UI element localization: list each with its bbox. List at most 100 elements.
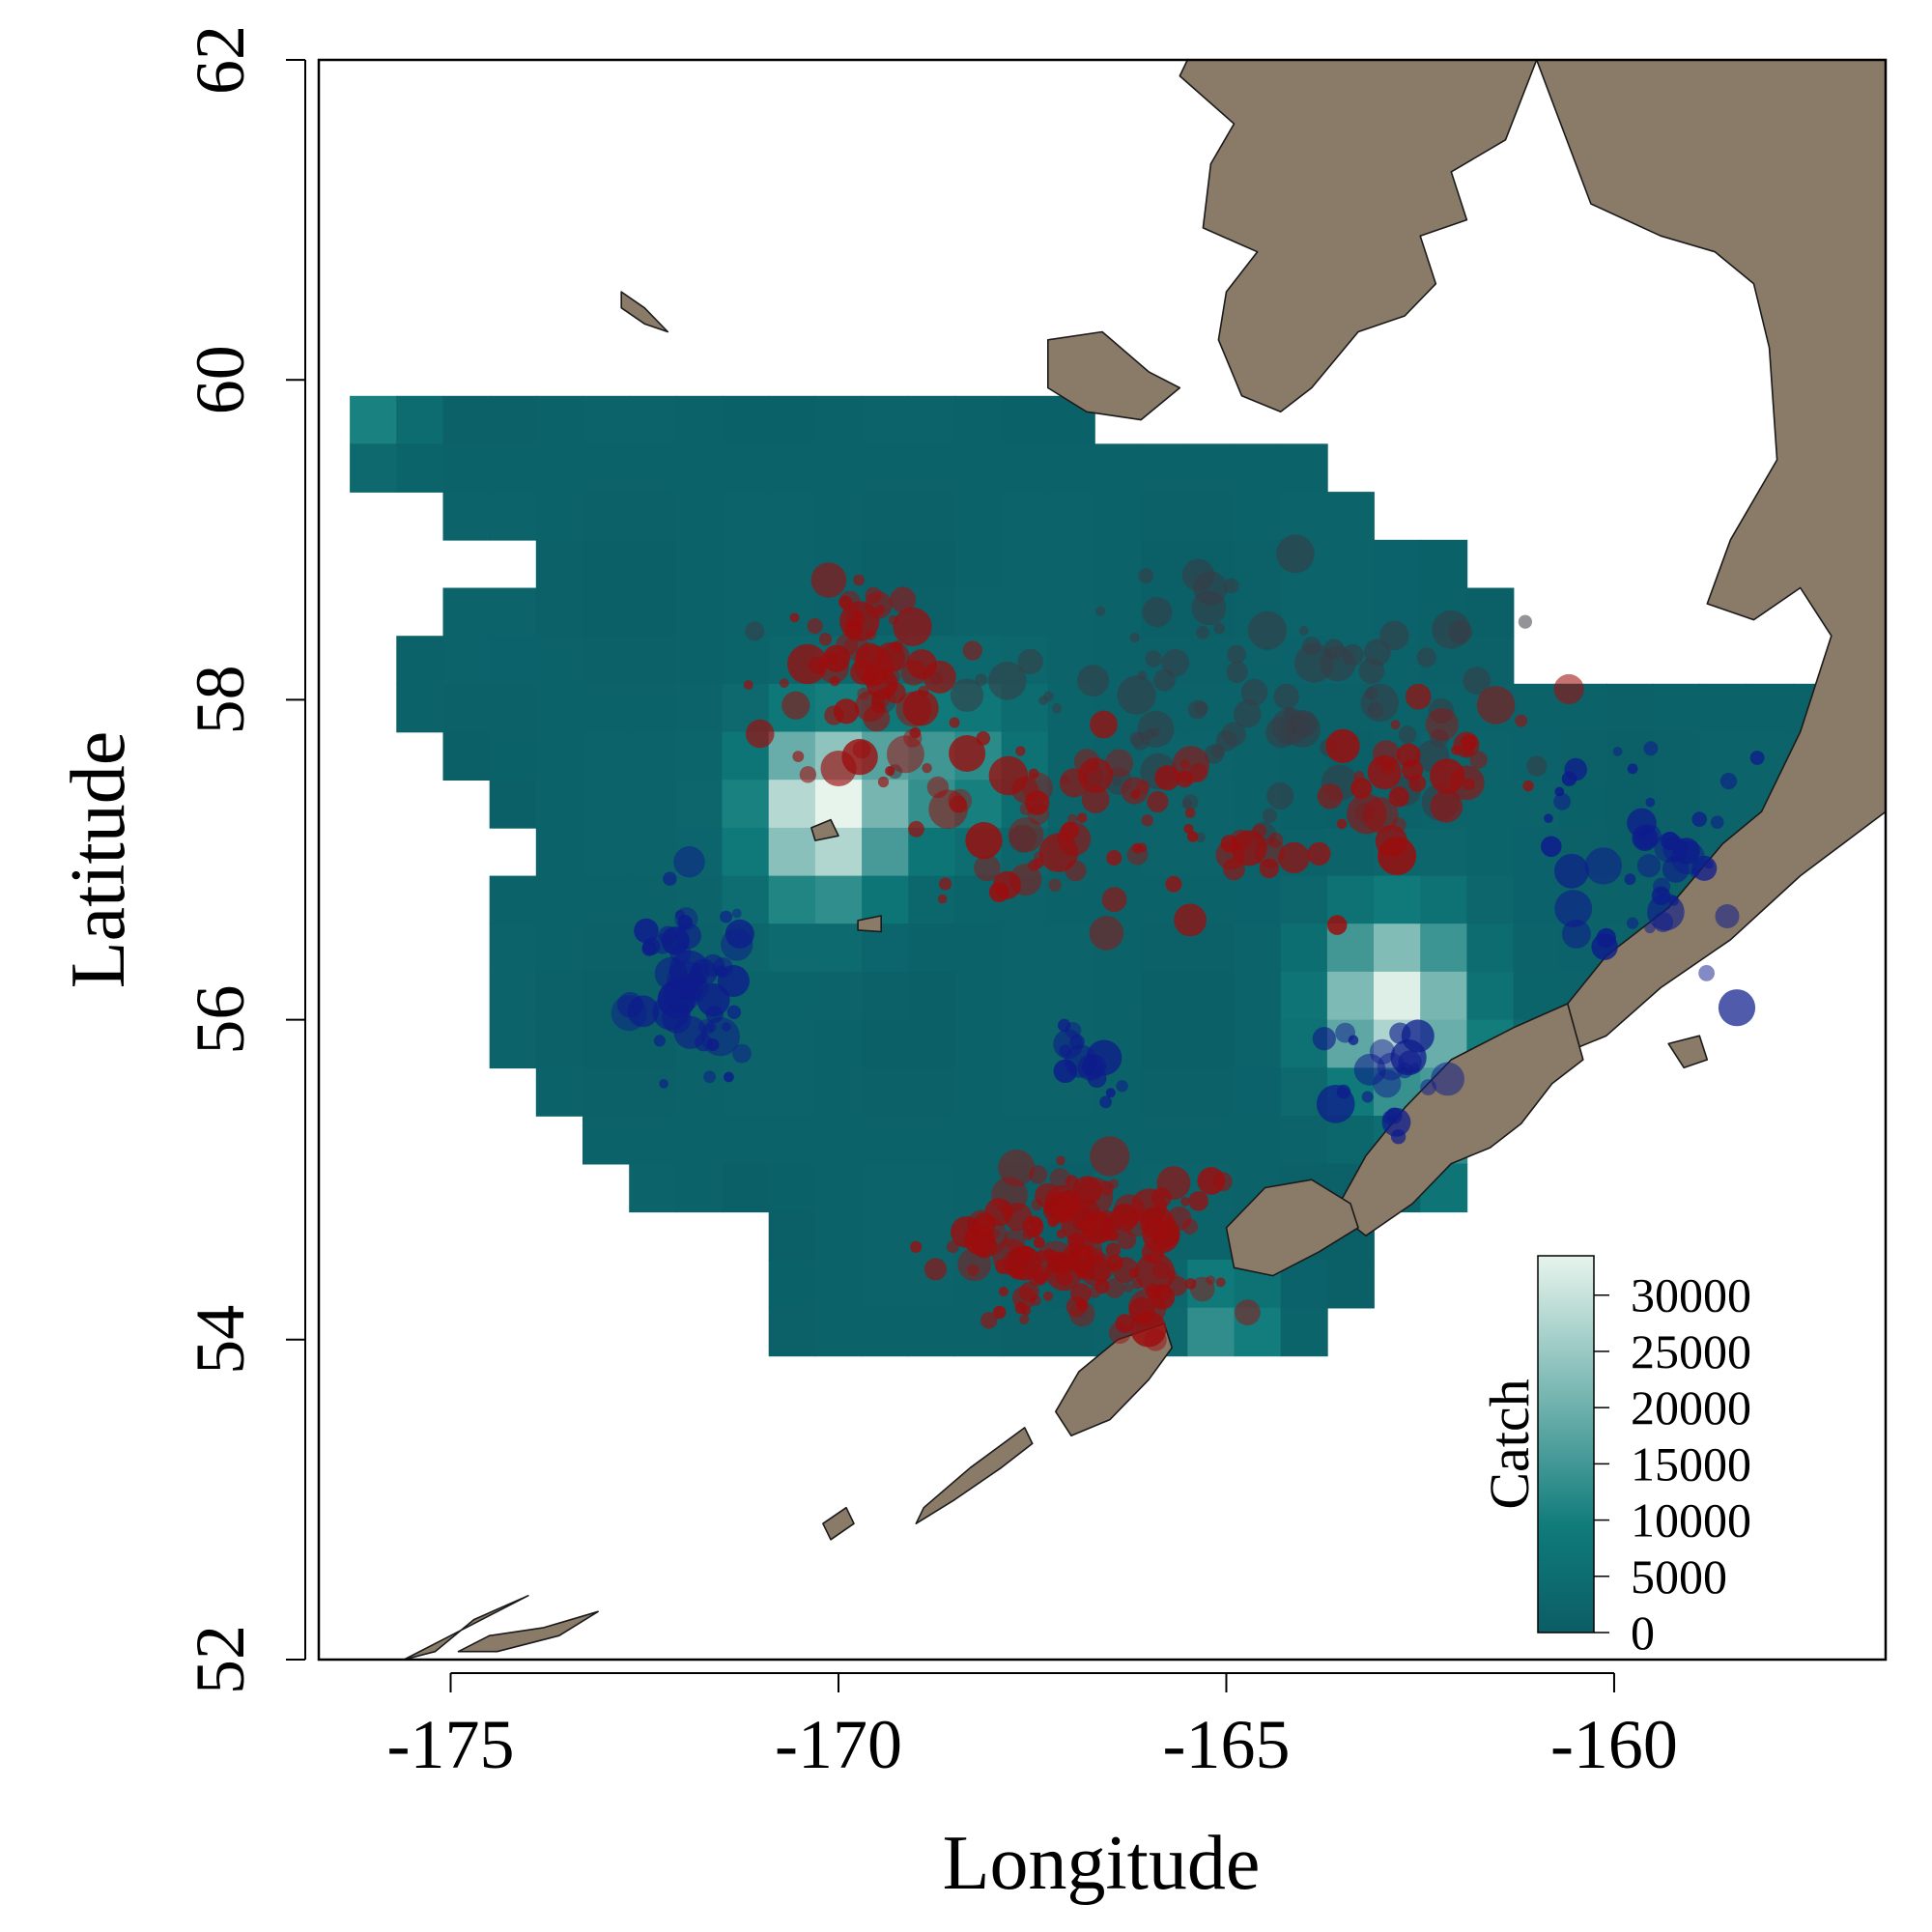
survey-point-blue [1401, 1019, 1435, 1053]
survey-point-red [890, 586, 917, 613]
catch-cell [1234, 539, 1282, 589]
survey-point-red [1278, 841, 1310, 874]
catch-cell [862, 1067, 910, 1117]
survey-point-red [1042, 1291, 1053, 1301]
catch-cell [1280, 971, 1328, 1021]
survey-point-red [1085, 1253, 1115, 1282]
land-st-matthew-island [620, 291, 669, 333]
catch-cell [862, 780, 910, 829]
catch-cell [442, 683, 491, 733]
survey-point-dark [1112, 777, 1122, 787]
catch-cell [1047, 923, 1095, 973]
survey-point-blue [724, 1071, 734, 1083]
survey-point-red [957, 1247, 992, 1282]
survey-point-blue [1624, 873, 1636, 886]
catch-cell [862, 971, 910, 1021]
catch-cell [1001, 971, 1049, 1021]
survey-point-dark [988, 662, 1027, 700]
survey-point-red [1235, 1299, 1261, 1325]
catch-cell [629, 443, 677, 493]
survey-point-red [1025, 790, 1050, 815]
land-atka-island [403, 1595, 529, 1660]
catch-cell [489, 636, 537, 685]
survey-point-red [807, 617, 823, 635]
catch-cell [535, 395, 583, 445]
catch-cell [862, 539, 910, 589]
survey-point-blue [1644, 922, 1656, 934]
catch-cell [1326, 587, 1375, 637]
catch-cell [814, 1163, 863, 1213]
catch-cell [722, 636, 770, 685]
catch-cell [908, 443, 956, 493]
survey-point-red [1101, 887, 1127, 913]
survey-point-blue [653, 1035, 667, 1047]
survey-point-red [1057, 822, 1092, 857]
survey-point-red [888, 614, 898, 625]
survey-point-red [745, 719, 775, 749]
survey-point-blue [1420, 1079, 1436, 1095]
catch-cell [442, 395, 491, 445]
survey-point-blue [1065, 1022, 1082, 1038]
survey-point-red [817, 652, 850, 684]
catch-cell [675, 731, 724, 781]
catch-cell [862, 1116, 910, 1165]
catch-cell [1094, 492, 1142, 541]
legend-tick-label: 5000 [1631, 1549, 1727, 1604]
catch-cell [768, 780, 816, 829]
survey-point-red [1104, 1278, 1125, 1298]
catch-cell [908, 539, 956, 589]
survey-point-red [1362, 797, 1399, 834]
survey-point-dark [1293, 642, 1334, 683]
survey-point-red [886, 735, 924, 774]
survey-point-dark [745, 621, 765, 641]
catch-cell [1466, 923, 1515, 973]
survey-point-red [1189, 1276, 1215, 1302]
catch-cell [489, 683, 537, 733]
survey-point-red [789, 612, 800, 623]
catch-cell [814, 1211, 863, 1261]
survey-point-red [965, 822, 1003, 860]
survey-point-dark [1153, 668, 1176, 692]
survey-point-dark [1221, 722, 1246, 747]
catch-cell [489, 875, 537, 925]
survey-point-blue [675, 923, 701, 950]
catch-cell [862, 1211, 910, 1261]
catch-cell [442, 636, 491, 685]
catch-cell [1141, 1067, 1189, 1117]
catch-cell [862, 443, 910, 493]
catch-cell [862, 875, 910, 925]
catch-cell [1001, 539, 1049, 589]
survey-point-blue [1584, 847, 1623, 885]
survey-point-red [1167, 1206, 1192, 1231]
survey-point-blue [1544, 813, 1553, 823]
catch-cell [722, 827, 770, 877]
survey-point-blue [703, 1070, 716, 1084]
catch-cell [722, 395, 770, 445]
catch-cell [1001, 1067, 1049, 1117]
catch-cell [675, 395, 724, 445]
survey-point-dark [1182, 794, 1199, 810]
survey-point-red [1072, 1176, 1102, 1206]
survey-point-red [1105, 1242, 1122, 1258]
catch-cell [442, 731, 491, 781]
survey-point-red [1019, 1314, 1030, 1325]
catch-cell [489, 971, 537, 1021]
catch-cell [1094, 539, 1142, 589]
survey-point-dark [1145, 650, 1162, 668]
survey-point-blue [1710, 815, 1724, 829]
y-tick-label: 56 [182, 985, 259, 1055]
catch-cell [1326, 492, 1375, 541]
catch-cell [768, 1116, 816, 1165]
y-tick-label: 58 [182, 665, 259, 734]
catch-cell [814, 1260, 863, 1309]
survey-point-dark [1360, 683, 1400, 723]
survey-point-blue [1381, 1107, 1411, 1137]
survey-point-dark [1204, 744, 1224, 764]
survey-point-red [1326, 915, 1348, 935]
survey-point-red [1045, 1254, 1065, 1273]
catch-cell [1141, 443, 1189, 493]
catch-cell [908, 1067, 956, 1117]
legend-tick-label: 30000 [1631, 1268, 1751, 1322]
catch-cell [396, 683, 444, 733]
land-st-george-island [857, 915, 882, 933]
